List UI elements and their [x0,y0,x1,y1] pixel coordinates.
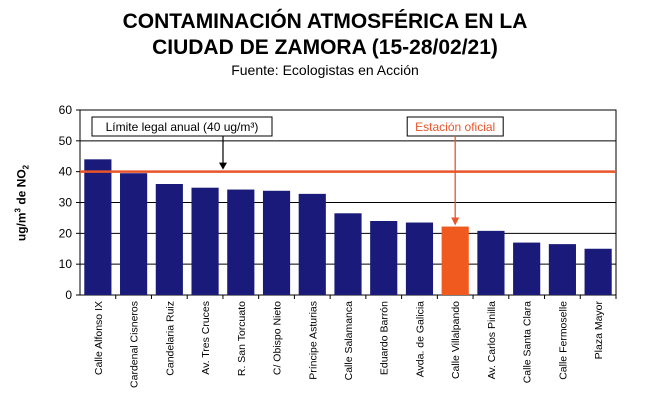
station-label: Estación oficial [415,120,495,134]
station-arrow-head [451,217,460,226]
x-tick-label: R. San Torcuato [236,301,248,376]
bar [84,159,112,295]
bar [370,221,398,295]
y-tick-label: 10 [59,257,73,271]
x-tick-label: Av. Carlos Pinilla [486,301,498,380]
limit-arrow-head [219,162,227,170]
y-tick-label: 50 [59,134,73,148]
bar [262,190,291,295]
chart-subtitle: Fuente: Ecologistas en Acción [231,62,419,78]
bar [298,193,326,295]
x-tick-label: Calle Alfonso IX [93,301,105,375]
y-tick-label: 20 [59,226,73,240]
x-tick-label: Eduardo Barrón [379,301,391,375]
x-tick-label: Calle Salamanca [343,301,355,381]
y-axis-label: ug/m3 de NO2 [13,164,31,242]
bar [334,213,362,295]
limit-label-box [91,116,273,137]
bar [405,222,434,295]
x-tick-label: Cardenal Cisneros [129,301,141,388]
chart-title-line1: CONTAMINACIÓN ATMOSFÉRICA EN LA [122,10,528,33]
bar [548,244,576,295]
x-tick-label: C/ Obispo Nieto [272,301,284,375]
y-tick-label: 0 [65,288,72,302]
y-tick-label: 40 [59,165,73,179]
bar [513,242,541,295]
bar [584,248,612,295]
chart-title-line2: CIUDAD DE ZAMORA (15-28/02/21) [152,36,498,59]
x-tick-label: Príncipe Asturias [307,301,319,380]
x-tick-label: Avda. de Galicia [414,301,426,377]
bar [477,230,505,295]
limit-label: Límite legal anual (40 ug/m³) [106,120,259,134]
bar-highlight [441,226,469,295]
x-tick-label: Calle Santa Clara [522,301,534,383]
y-tick-label: 30 [59,196,73,210]
x-tick-label: Calle Fermoselle [557,301,569,380]
y-tick-label: 60 [59,103,73,117]
x-tick-label: Plaza Mayor [593,301,605,360]
bar [120,173,148,295]
x-tick-label: Av. Tres Cruces [200,301,212,375]
bar [155,184,183,295]
x-tick-label: Candelaria Ruiz [164,301,176,376]
x-tick-label: Calle Villalpando [450,301,462,379]
bar [227,189,255,295]
bar [191,187,219,295]
